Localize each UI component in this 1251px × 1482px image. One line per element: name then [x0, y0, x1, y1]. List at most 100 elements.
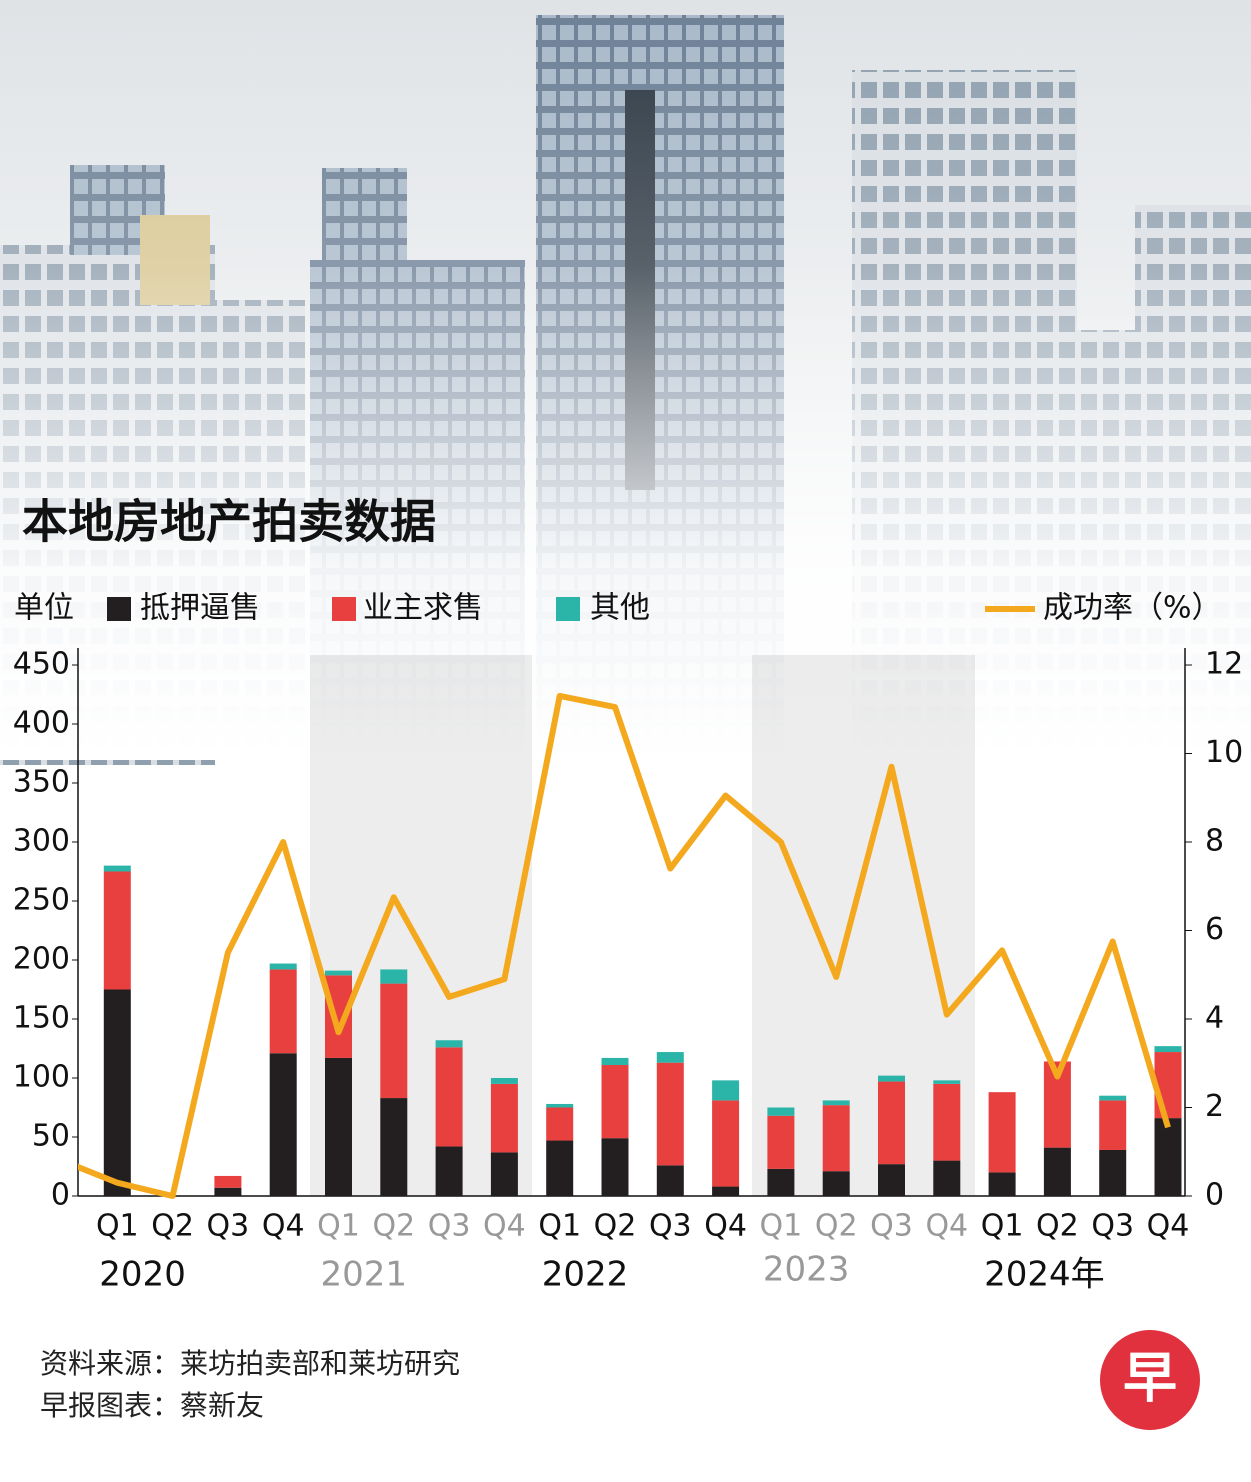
bar-segment [435, 1047, 463, 1147]
bar-segment [1099, 1100, 1127, 1150]
bar-segment [103, 989, 131, 1196]
x-tick-label: Q2 [815, 1209, 858, 1244]
bar-segment [490, 1083, 518, 1153]
x-tick-label: Q1 [760, 1209, 803, 1244]
bar-segment [1154, 1118, 1182, 1196]
x-tick-label: Q3 [870, 1209, 913, 1244]
bar-segment [712, 1080, 740, 1101]
bar-segment [214, 1175, 242, 1188]
y-tick-label: 100 [13, 1060, 70, 1095]
bar-segment [546, 1140, 574, 1196]
y-axis-label: 单位 [14, 591, 74, 626]
y-tick-label: 400 [13, 706, 70, 741]
bar-segment [380, 969, 408, 984]
x-tick-label: Q1 [317, 1209, 360, 1244]
x-tick-label: Q4 [925, 1209, 968, 1244]
bar-segment [656, 1165, 684, 1196]
bar-segment [1154, 1046, 1182, 1053]
bar-segment [546, 1107, 574, 1141]
bar-segment [214, 1187, 242, 1196]
y2-tick-label: 10 [1205, 735, 1243, 770]
bar-segment [712, 1186, 740, 1196]
bar-segment [712, 1100, 740, 1187]
y2-tick-label: 4 [1205, 1001, 1224, 1036]
bar-segment [656, 1052, 684, 1063]
legend-swatch [332, 597, 356, 621]
bar-segment [767, 1115, 795, 1169]
legend-swatch [107, 597, 131, 621]
group-label: 2020 [99, 1255, 186, 1295]
bar-segment [767, 1107, 795, 1116]
bar-segment [822, 1171, 850, 1196]
bar-segment [269, 963, 297, 970]
x-tick-label: Q2 [151, 1209, 194, 1244]
bar-segment [380, 1098, 408, 1196]
group-label: 2023 [763, 1250, 850, 1290]
x-tick-label: Q4 [1147, 1209, 1190, 1244]
y-tick-label: 50 [32, 1119, 70, 1154]
legend-label: 抵押逼售 [140, 591, 260, 626]
x-tick-label: Q3 [207, 1209, 250, 1244]
y-tick-label: 150 [13, 1001, 70, 1036]
bar-segment [822, 1105, 850, 1172]
bar-segment [490, 1152, 518, 1196]
bar-segment [546, 1103, 574, 1108]
bar-segment [656, 1062, 684, 1166]
y2-tick-label: 12 [1205, 647, 1243, 682]
bar-segment [1154, 1052, 1182, 1119]
x-tick-label: Q3 [428, 1209, 471, 1244]
bar-segment [325, 1057, 352, 1196]
bar-segment [269, 1053, 297, 1196]
y2-tick-label: 6 [1205, 912, 1224, 947]
y-tick-label: 450 [13, 647, 70, 682]
bar-segment [435, 1146, 463, 1196]
bar-segment [380, 983, 408, 1099]
x-tick-label: Q4 [262, 1209, 305, 1244]
bar-segment [435, 1040, 463, 1048]
bar-segment [878, 1081, 905, 1165]
group-label: 2022 [542, 1255, 629, 1295]
bar-segment [988, 1172, 1016, 1196]
y-tick-label: 300 [13, 824, 70, 859]
legend-swatch [556, 597, 580, 621]
x-tick-label: Q2 [594, 1209, 637, 1244]
x-tick-label: Q1 [96, 1209, 139, 1244]
bar-segment [103, 871, 131, 990]
bar-segment [767, 1168, 795, 1196]
y-tick-label: 250 [13, 883, 70, 918]
bar-segment [1043, 1147, 1071, 1196]
logo-circle [1100, 1330, 1200, 1430]
bar-segment [601, 1065, 629, 1139]
legend-label: 业主求售 [363, 591, 483, 626]
bar-segment [933, 1160, 961, 1196]
bar-segment [1099, 1149, 1127, 1196]
bar-segment [933, 1083, 961, 1161]
x-tick-label: Q3 [649, 1209, 692, 1244]
bar-segment [933, 1080, 961, 1084]
bar-segment [103, 865, 131, 872]
x-tick-label: Q2 [1036, 1209, 1079, 1244]
y2-tick-label: 2 [1205, 1089, 1224, 1124]
x-tick-label: Q1 [538, 1209, 581, 1244]
source: 资料来源：莱坊拍卖部和莱坊研究 [40, 1347, 460, 1380]
x-tick-label: Q1 [981, 1209, 1024, 1244]
bar-segment [490, 1078, 518, 1084]
line-series [78, 692, 1171, 1199]
y-tick-label: 0 [51, 1178, 70, 1213]
background-photo [0, 0, 1251, 765]
legend-label: 其他 [590, 591, 650, 626]
x-tick-label: Q4 [483, 1209, 526, 1244]
x-tick-label: Q2 [372, 1209, 415, 1244]
bar-segment [325, 970, 352, 976]
chart-title: 本地房地产拍卖数据 [22, 495, 436, 549]
bar-segment [822, 1100, 850, 1106]
y2-tick-label: 0 [1205, 1178, 1224, 1213]
bar-segment [878, 1075, 905, 1082]
group-label: 2021 [321, 1255, 408, 1295]
credit: 早报图表：蔡新友 [40, 1389, 264, 1422]
legend-label: 成功率（%） [1043, 591, 1222, 626]
bar-segment [878, 1164, 905, 1196]
logo: 早 [1123, 1347, 1177, 1410]
